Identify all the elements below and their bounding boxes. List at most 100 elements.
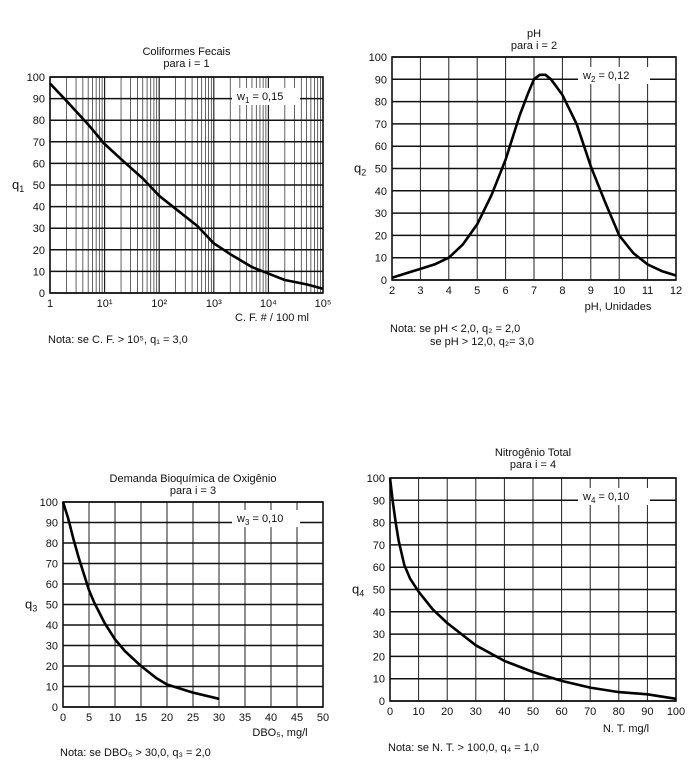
weight-box bbox=[232, 510, 300, 527]
y-tick-label: 30 bbox=[375, 208, 387, 220]
x-axis-label: N. T. mg/l bbox=[603, 723, 649, 735]
y-tick-label: 80 bbox=[373, 518, 385, 530]
y-tick-label: 50 bbox=[375, 164, 387, 176]
y-tick-label: 10 bbox=[375, 253, 387, 265]
y-tick-label: 70 bbox=[375, 119, 387, 131]
y-tick-label: 90 bbox=[33, 94, 45, 106]
y-axis-label: q2 bbox=[354, 161, 366, 178]
y-tick-label: 10 bbox=[373, 674, 385, 686]
y-tick-label: 0 bbox=[39, 288, 45, 300]
y-tick-label: 40 bbox=[33, 202, 45, 214]
chart-title: Nitrogênio Total bbox=[495, 447, 571, 459]
y-tick-label: 20 bbox=[373, 651, 385, 663]
x-tick-label: 35 bbox=[239, 712, 251, 724]
x-tick-label: 6 bbox=[503, 285, 509, 297]
y-tick-label: 60 bbox=[33, 158, 45, 170]
y-tick-label: 30 bbox=[46, 641, 58, 653]
chart-4: w4 = 0,10 0 10 20 30 40 50 60 70 80 90 100 0 10 20 30 40… bbox=[352, 447, 685, 754]
y-tick-label: 70 bbox=[46, 559, 58, 571]
curve-series bbox=[388, 477, 677, 701]
x-tick-label: 50 bbox=[527, 706, 539, 718]
x-tick-label: 4 bbox=[446, 285, 452, 297]
x-tick-label: 10 bbox=[412, 706, 424, 718]
x-axis-label: DBO₅, mg/l bbox=[252, 727, 307, 739]
chart-3: w3 = 0,10 0 10 20 30 40 50 60 70 80 90 100 0 5 10 15 20 2… bbox=[25, 473, 329, 759]
plot-frame bbox=[389, 477, 677, 702]
weight-label: w2 = 0,12 bbox=[582, 70, 629, 84]
x-tick-label: 10 bbox=[109, 712, 121, 724]
chart-1: w1 = 0,15 0 10 20 30 40 50 60 70 80 90 100 1 10¹ 10² 10… bbox=[12, 46, 331, 346]
x-tick-label: 10³ bbox=[206, 298, 222, 310]
y-tick-label: 20 bbox=[46, 661, 58, 673]
chart-note: Nota: se C. F. > 10⁵, q₁ = 3,0 bbox=[48, 334, 188, 346]
curve-series bbox=[61, 501, 220, 701]
x-tick-label: 8 bbox=[559, 285, 565, 297]
weight-label: w1 = 0,15 bbox=[236, 91, 283, 105]
y-tick-label: 60 bbox=[373, 562, 385, 574]
weight-box bbox=[578, 488, 650, 505]
chart-subtitle: para i = 4 bbox=[510, 459, 556, 471]
x-tick-label: 30 bbox=[470, 706, 482, 718]
x-tick-label: 7 bbox=[531, 285, 537, 297]
chart-title: Coliformes Fecais bbox=[142, 46, 231, 58]
y-tick-label: 10 bbox=[46, 682, 58, 694]
chart-note: Nota: se DBO₅ > 30,0, q₃ = 2,0 bbox=[60, 747, 211, 759]
weight-label: w3 = 0,10 bbox=[236, 513, 283, 527]
y-tick-label: 60 bbox=[46, 579, 58, 591]
chart-title: Demanda Bioquímica de Oxigênio bbox=[110, 473, 277, 485]
x-tick-label: 50 bbox=[317, 712, 329, 724]
y-tick-label: 100 bbox=[367, 473, 385, 485]
x-tick-label: 45 bbox=[291, 712, 303, 724]
x-tick-label: 10 bbox=[613, 285, 625, 297]
plot-frame bbox=[62, 501, 324, 708]
x-tick-label: 20 bbox=[161, 712, 173, 724]
y-tick-label: 90 bbox=[46, 518, 58, 530]
curve-series bbox=[391, 73, 677, 280]
chart-note-line1: Nota: se pH < 2,0, q₂ = 2,0 bbox=[390, 323, 520, 335]
weight-label: w4 = 0,10 bbox=[582, 491, 629, 505]
weight-box bbox=[232, 88, 300, 105]
y-tick-label: 0 bbox=[381, 275, 387, 287]
x-tick-label: 20 bbox=[441, 706, 453, 718]
chart-title: pH bbox=[527, 28, 541, 40]
y-tick-label: 40 bbox=[373, 607, 385, 619]
x-tick-label: 40 bbox=[498, 706, 510, 718]
x-tick-label: 0 bbox=[387, 706, 393, 718]
y-tick-label: 0 bbox=[52, 702, 58, 714]
y-tick-label: 100 bbox=[40, 497, 58, 509]
y-axis-label: q4 bbox=[352, 582, 364, 599]
x-tick-label: 30 bbox=[213, 712, 225, 724]
plot-frame bbox=[49, 76, 324, 294]
x-tick-label: 70 bbox=[584, 706, 596, 718]
x-tick-label: 9 bbox=[588, 285, 594, 297]
curve-series bbox=[49, 82, 324, 290]
x-tick-label: 3 bbox=[417, 285, 423, 297]
y-tick-label: 90 bbox=[373, 495, 385, 507]
y-tick-label: 50 bbox=[46, 600, 58, 612]
x-tick-label: 11 bbox=[642, 285, 653, 297]
y-tick-label: 40 bbox=[46, 620, 58, 632]
y-tick-label: 10 bbox=[33, 266, 45, 278]
y-tick-label: 80 bbox=[46, 538, 58, 550]
y-tick-label: 80 bbox=[33, 115, 45, 127]
x-tick-label: 60 bbox=[555, 706, 567, 718]
x-tick-label: 5 bbox=[86, 712, 92, 724]
y-tick-label: 50 bbox=[33, 180, 45, 192]
y-tick-label: 80 bbox=[375, 97, 387, 109]
x-tick-label: 10⁴ bbox=[260, 298, 277, 310]
chart-subtitle: para i = 2 bbox=[511, 40, 557, 52]
x-tick-label: 10¹ bbox=[97, 298, 113, 310]
y-tick-label: 100 bbox=[27, 72, 45, 84]
x-tick-label: 100 bbox=[667, 706, 685, 718]
x-tick-label: 5 bbox=[474, 285, 480, 297]
x-tick-label: 80 bbox=[613, 706, 625, 718]
plot-frame bbox=[391, 56, 677, 281]
x-axis-label: pH, Unidades bbox=[585, 301, 652, 313]
x-tick-label: 1 bbox=[47, 298, 53, 310]
x-tick-label: 10² bbox=[151, 298, 167, 310]
y-tick-label: 70 bbox=[373, 540, 385, 552]
x-tick-label: 2 bbox=[389, 285, 395, 297]
y-tick-label: 40 bbox=[375, 186, 387, 198]
y-axis-label: q3 bbox=[25, 597, 37, 614]
